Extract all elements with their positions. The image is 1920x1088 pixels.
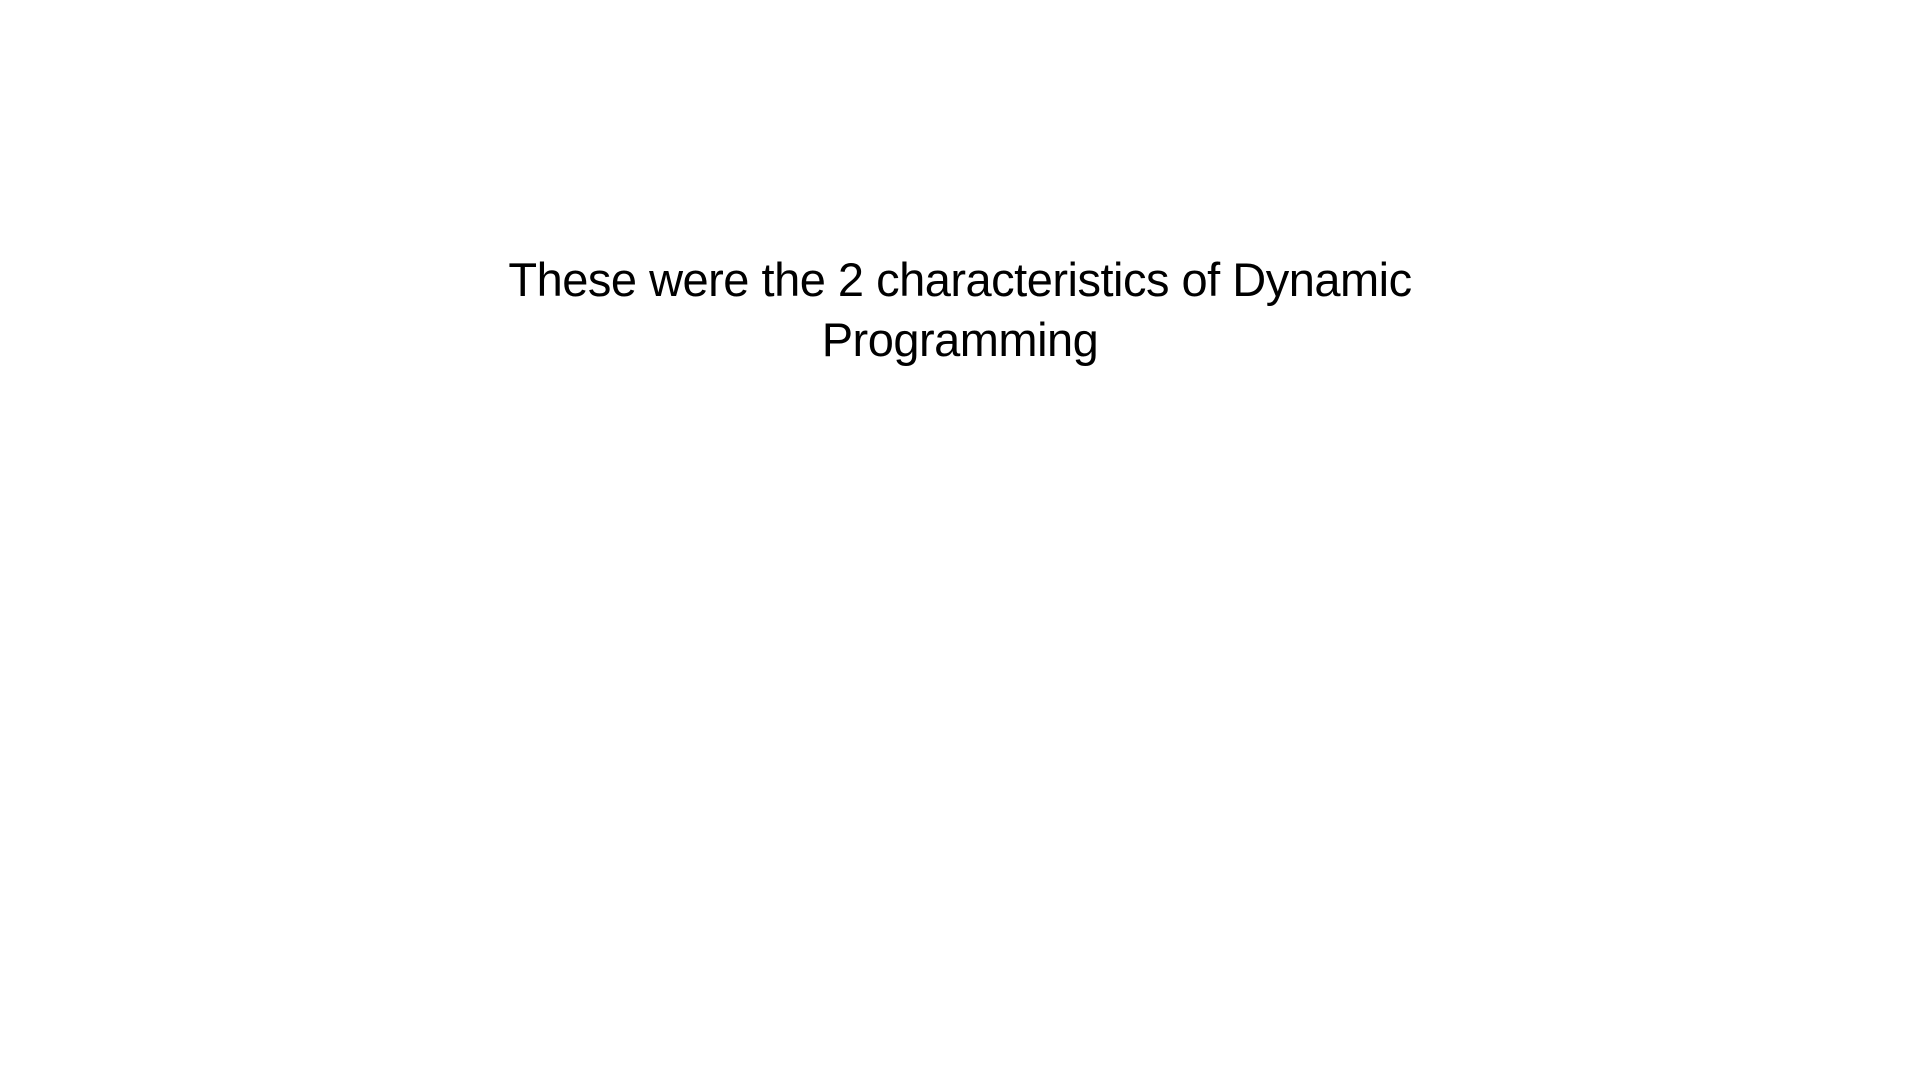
slide-title-line-1: These were the 2 characteristics of Dyna…	[508, 253, 1412, 306]
slide-title: These were the 2 characteristics of Dyna…	[460, 250, 1460, 370]
slide-title-line-2: Programming	[821, 313, 1099, 366]
